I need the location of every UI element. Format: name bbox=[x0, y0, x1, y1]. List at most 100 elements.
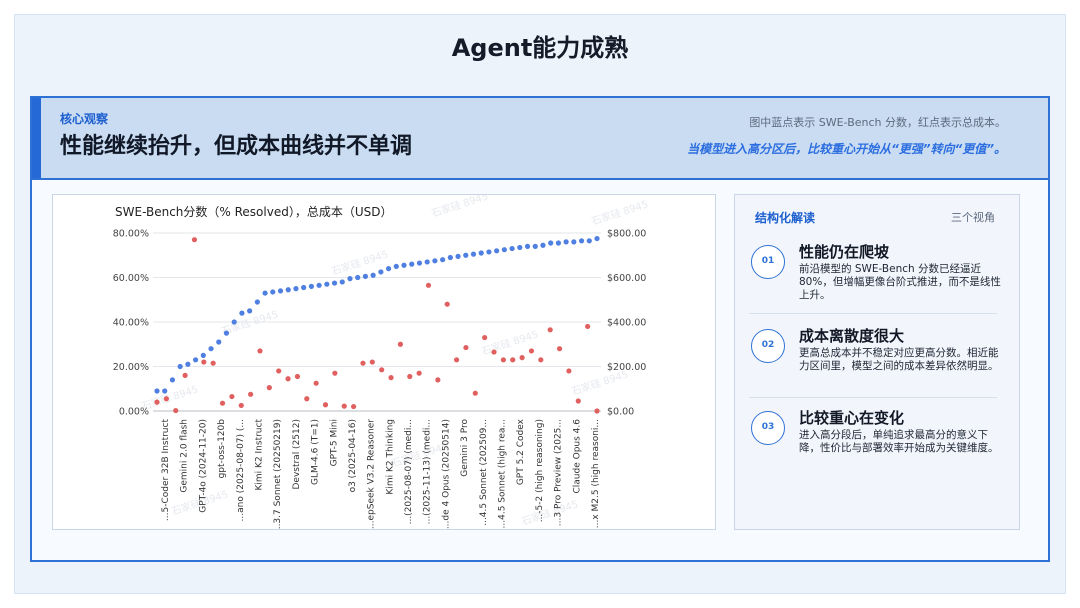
x-axis-tick-label: GLM-4.6 (T=1) bbox=[311, 419, 321, 485]
score-point bbox=[524, 243, 531, 249]
score-point bbox=[385, 266, 392, 272]
cost-point bbox=[425, 282, 432, 288]
cost-point bbox=[313, 380, 319, 386]
side-panel-meta: 三个视角 bbox=[951, 211, 995, 224]
score-point bbox=[409, 261, 415, 267]
x-axis-tick-label: Kimi K2 Thinking bbox=[385, 419, 395, 495]
cost-point bbox=[285, 376, 291, 382]
cost-point bbox=[379, 367, 385, 373]
watermark-text: 石家硅 8945 bbox=[590, 197, 650, 227]
score-point bbox=[200, 352, 206, 358]
cost-point bbox=[360, 360, 366, 366]
score-point bbox=[478, 250, 484, 256]
cost-point bbox=[210, 360, 216, 366]
score-point bbox=[370, 272, 376, 278]
cost-point bbox=[191, 237, 198, 243]
cost-point bbox=[219, 400, 226, 406]
score-point bbox=[486, 249, 492, 255]
score-point bbox=[494, 248, 500, 254]
score-point bbox=[594, 235, 600, 242]
score-point bbox=[470, 251, 477, 257]
cost-point bbox=[229, 393, 235, 400]
item-number-badge: 03 bbox=[751, 411, 785, 445]
cost-point bbox=[547, 327, 553, 333]
cost-point bbox=[341, 403, 347, 409]
left-axis-tick-label: 20.00% bbox=[113, 362, 149, 373]
cost-point bbox=[388, 375, 394, 381]
x-axis-tick-label: Kimi K2 Instruct bbox=[254, 419, 264, 491]
right-axis-tick-label: $0.00 bbox=[607, 407, 634, 418]
score-point bbox=[270, 289, 276, 295]
cost-point bbox=[322, 402, 329, 408]
score-point bbox=[308, 283, 314, 289]
x-axis-tick-label: Gemini 2.0 flash bbox=[180, 419, 190, 493]
item-divider bbox=[749, 397, 997, 398]
cost-point bbox=[266, 385, 272, 391]
insight-item: 03 比较重心在变化 进入高分段后，单纯追求最高分的意义下降，性价比与部署效率开… bbox=[749, 407, 1005, 487]
interpretation-panel: 结构化解读 三个视角 01 性能仍在爬坡 前沿模型的 SWE-Bench 分数已… bbox=[734, 194, 1020, 530]
score-point bbox=[331, 280, 338, 286]
cost-point bbox=[566, 368, 572, 374]
cost-point bbox=[463, 344, 469, 351]
score-point bbox=[162, 388, 168, 394]
score-point bbox=[277, 288, 284, 294]
cost-point bbox=[500, 357, 506, 363]
score-point bbox=[440, 257, 446, 263]
x-axis-tick-label: ...-5-2 (high reasoning) bbox=[535, 419, 545, 522]
cost-point bbox=[369, 359, 375, 365]
cost-point bbox=[510, 357, 516, 363]
insight-banner: 核心观察 性能继续抬升，但成本曲线并不单调 图中蓝点表示 SWE-Bench 分… bbox=[32, 98, 1048, 180]
right-axis-ticks: $0.00 $200.00 $400.00 $600.00 $800.00 bbox=[607, 229, 646, 418]
banner-emphasis: 当模型进入高分区后，比较重心开始从“更强”转向“更值”。 bbox=[687, 142, 1006, 156]
score-point bbox=[447, 254, 453, 261]
cost-point bbox=[416, 370, 422, 376]
x-axis-tick-label: ...(2025-11-13) (medi... bbox=[423, 419, 433, 524]
chart-card: SWE-Bench分数（% Resolved），总成本（USD） 石家硅 894… bbox=[52, 194, 716, 530]
score-point bbox=[401, 262, 407, 268]
item-body: 更高总成本并不稳定对应更高分数。相近能力区间里，模型之间的成本差异依然明显。 bbox=[799, 347, 999, 372]
banner-kicker: 核心观察 bbox=[60, 112, 109, 126]
score-point bbox=[463, 252, 469, 258]
cost-point bbox=[472, 390, 478, 396]
cost-point bbox=[435, 377, 441, 383]
score-point bbox=[347, 276, 353, 282]
insight-item: 01 性能仍在爬坡 前沿模型的 SWE-Bench 分数已经逼近80%，但增幅更… bbox=[749, 241, 1005, 321]
score-point bbox=[578, 238, 585, 244]
score-point bbox=[571, 239, 577, 245]
cost-point bbox=[276, 368, 282, 374]
right-axis-tick-label: $200.00 bbox=[607, 362, 646, 373]
cost-point bbox=[294, 373, 301, 380]
cost-point bbox=[397, 341, 404, 347]
series-cost bbox=[154, 237, 600, 414]
right-axis-tick-label: $600.00 bbox=[607, 273, 646, 284]
x-axis-tick-label: ...3 Pro Preview (2025... bbox=[554, 419, 564, 526]
score-point bbox=[548, 240, 554, 246]
insight-item: 02 成本离散度很大 更高总成本并不稳定对应更高分数。相近能力区间里，模型之间的… bbox=[749, 325, 1005, 405]
x-axis-ticks: ...5-Coder 32B Instruct Gemini 2.0 flash G… bbox=[161, 418, 601, 529]
item-body: 前沿模型的 SWE-Bench 分数已经逼近80%，但增幅更像台阶式推进，而不是… bbox=[799, 263, 1001, 301]
cost-point bbox=[163, 396, 169, 402]
cost-point bbox=[585, 323, 591, 330]
x-axis-tick-label: gpt-oss-120b bbox=[217, 419, 227, 479]
cost-point bbox=[444, 301, 450, 307]
banner-accent-bar bbox=[32, 98, 41, 178]
cost-point bbox=[556, 346, 563, 352]
score-point bbox=[501, 247, 507, 253]
score-point bbox=[216, 339, 222, 345]
chart-title: SWE-Bench分数（% Resolved），总成本（USD） bbox=[115, 204, 392, 219]
score-point bbox=[316, 282, 322, 288]
score-point bbox=[362, 273, 369, 279]
x-axis-tick-label: GPT-4o (2024-11-20) bbox=[198, 419, 208, 513]
cost-point bbox=[238, 402, 244, 409]
cost-point bbox=[491, 349, 497, 355]
score-point bbox=[301, 284, 307, 291]
x-axis-tick-label: ...3.7 Sonnet (20250219) bbox=[273, 419, 283, 529]
x-axis-tick-label: GPT 5.2 Codex bbox=[516, 418, 526, 485]
score-point bbox=[563, 239, 569, 245]
cost-point bbox=[201, 359, 207, 365]
x-axis-tick-label: ...(2025-08-07) (medi... bbox=[404, 419, 414, 524]
side-panel-title: 结构化解读 bbox=[755, 211, 816, 225]
score-point bbox=[185, 361, 191, 367]
score-point bbox=[339, 279, 345, 285]
banner-note: 图中蓝点表示 SWE-Bench 分数，红点表示总成本。 bbox=[749, 116, 1006, 129]
